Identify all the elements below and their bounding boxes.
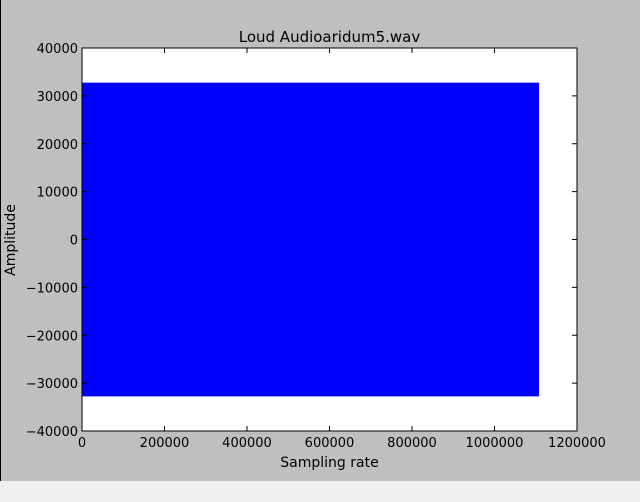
- y-tick-label: 20000: [37, 138, 78, 153]
- chart-title: Loud Audioaridum5.wav: [239, 28, 421, 46]
- y-tick-label: −40000: [26, 425, 78, 440]
- y-tick-label: −20000: [26, 329, 78, 344]
- status-bar: [0, 481, 640, 502]
- y-axis-ticks: 40000 30000 20000 10000 0 −10000 −20000 −30000 −…: [26, 42, 577, 440]
- y-tick-label: −10000: [26, 281, 78, 296]
- waveform-area: [82, 82, 540, 397]
- x-axis-label: Sampling rate: [280, 455, 378, 471]
- x-tick-label: 400000: [222, 436, 272, 451]
- figure-window: 0 200000 400000 600000 800000 1000000 1200000 …: [0, 0, 640, 481]
- y-tick-label: 0: [70, 234, 78, 249]
- x-axis-ticks: 0 200000 400000 600000 800000 1000000 1200000: [78, 48, 606, 451]
- waveform-series-0: [82, 82, 540, 397]
- y-axis-label: Amplitude: [3, 204, 19, 276]
- y-tick-label: 40000: [37, 42, 78, 57]
- chart: 0 200000 400000 600000 800000 1000000 1200000 …: [3, 28, 606, 471]
- x-tick-label: 1000000: [466, 436, 524, 451]
- x-tick-label: 600000: [305, 436, 355, 451]
- y-tick-label: 30000: [37, 90, 78, 105]
- x-tick-label: 1200000: [548, 436, 606, 451]
- x-tick-label: 0: [78, 436, 86, 451]
- x-tick-label: 200000: [140, 436, 190, 451]
- x-tick-label: 800000: [387, 436, 437, 451]
- y-tick-label: 10000: [37, 186, 78, 201]
- y-tick-label: −30000: [26, 377, 78, 392]
